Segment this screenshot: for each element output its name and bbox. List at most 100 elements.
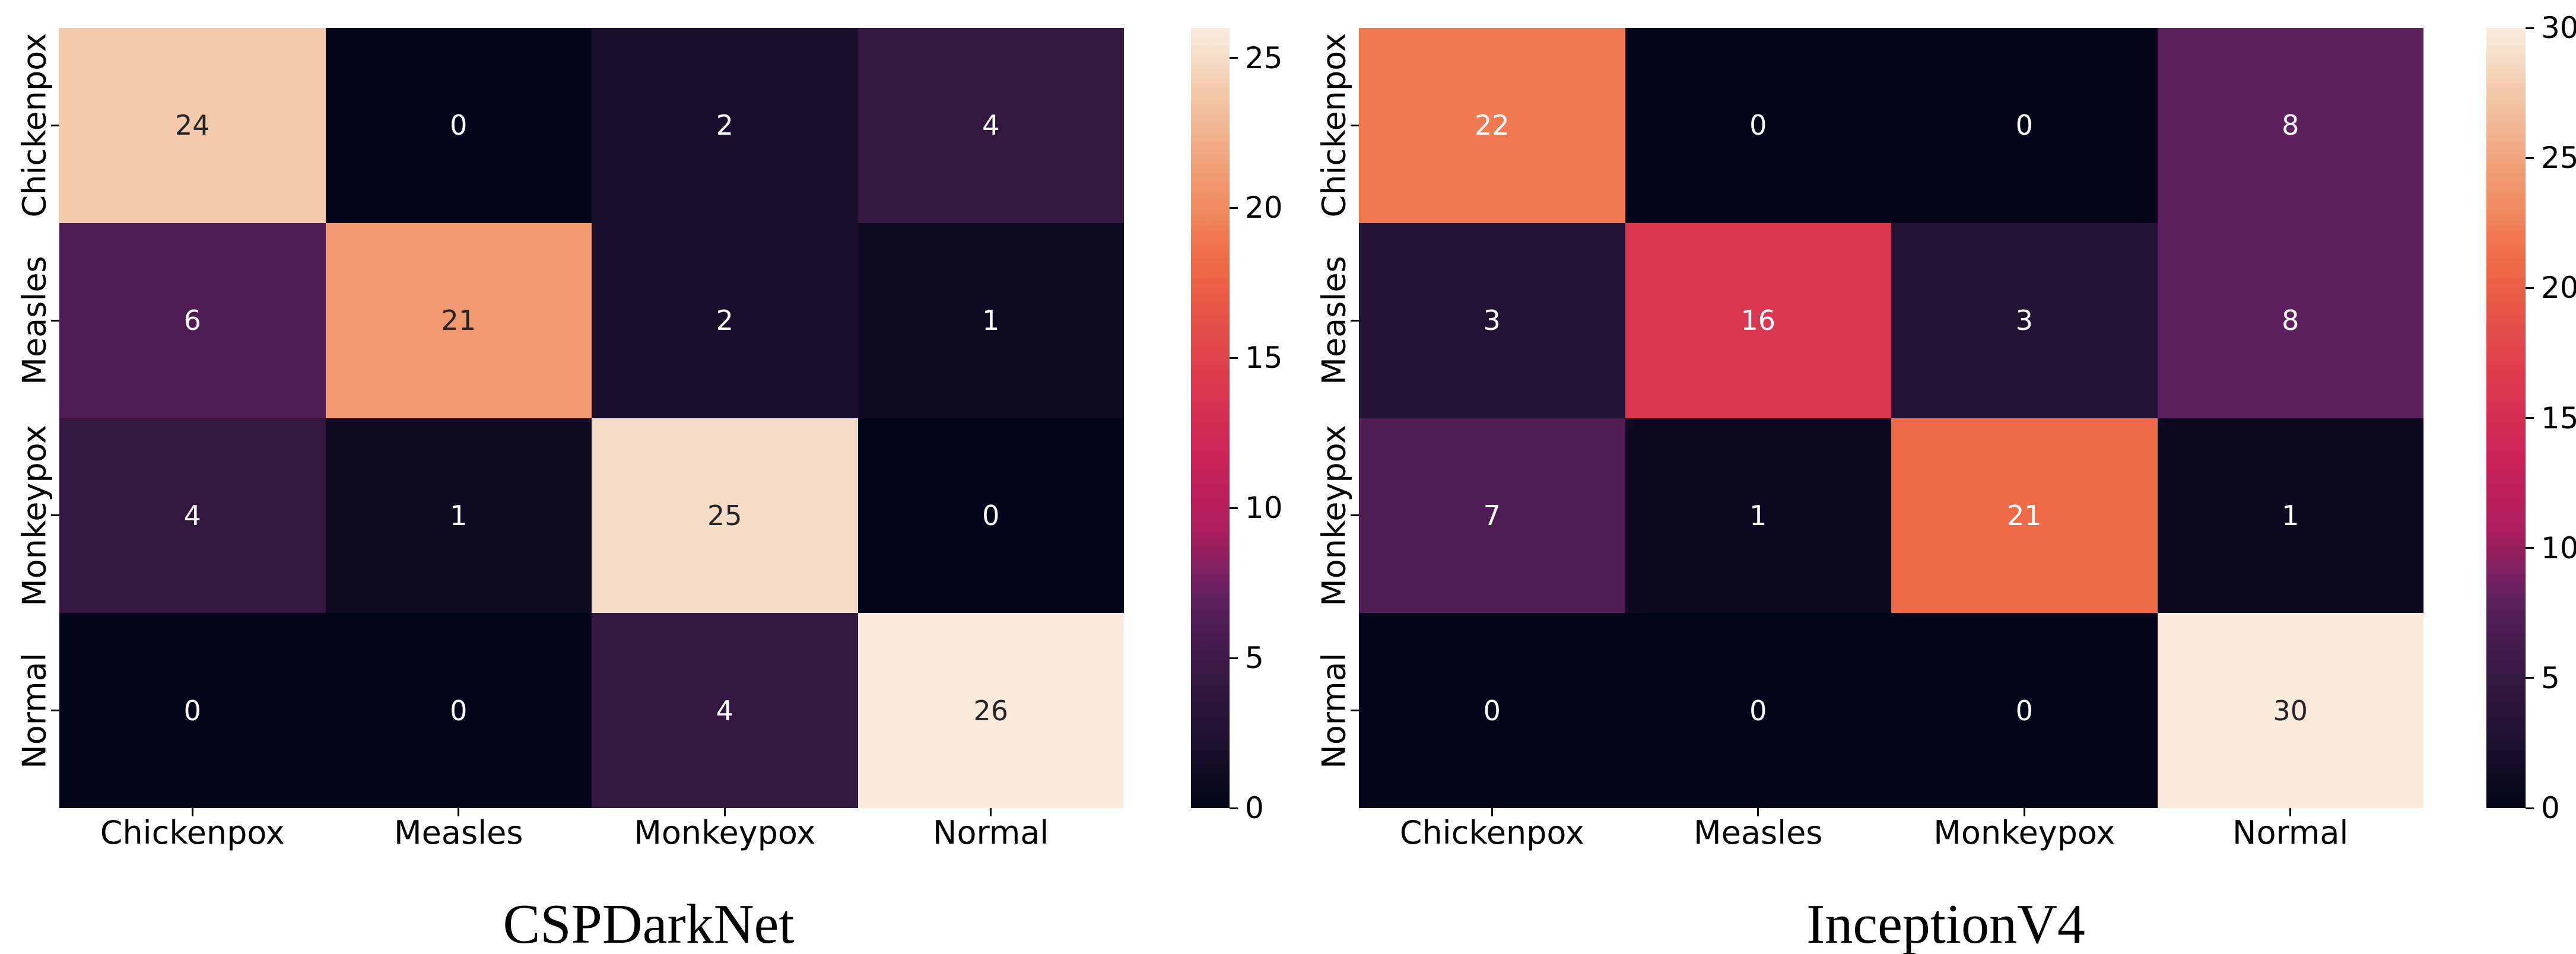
x-axis-label: Chickenpox: [1399, 814, 1584, 851]
cell-value: 25: [707, 499, 742, 532]
cell-value: 0: [2015, 694, 2033, 727]
colorbar-tick: [1230, 357, 1238, 359]
cell-value: 1: [1749, 499, 1767, 532]
colorbar-tick: [2526, 547, 2534, 549]
heatmap-cell: 2: [592, 222, 858, 418]
heatmap-cell: 0: [325, 28, 592, 223]
colorbar-tick: [2526, 157, 2534, 159]
heatmap-cell: 24: [59, 28, 326, 223]
heatmap-cell: 7: [1359, 418, 1625, 613]
colorbar-tick: [2526, 807, 2534, 809]
colorbar-tick: [1230, 657, 1238, 659]
colorbar-tick-label: 5: [2541, 660, 2560, 695]
colorbar-tick-label: 25: [1245, 40, 1283, 75]
cell-value: 1: [450, 499, 468, 532]
colorbar-tick-label: 30: [2541, 11, 2576, 45]
y-axis-tick: [51, 124, 59, 126]
y-axis-label: Normal: [1315, 652, 1353, 769]
cell-value: 24: [174, 109, 210, 142]
cell-value: 2: [716, 109, 733, 142]
colorbar-tick: [1230, 57, 1238, 59]
y-axis-label: Chickenpox: [1315, 33, 1353, 218]
cell-value: 16: [1740, 304, 1776, 337]
cell-value: 0: [450, 109, 468, 142]
cell-value: 26: [973, 694, 1009, 727]
heatmap-cell: 0: [59, 613, 326, 808]
cell-value: 0: [1749, 109, 1767, 142]
heatmap-cell: 6: [59, 222, 326, 418]
cell-value: 0: [982, 499, 1000, 532]
cell-value: 3: [2015, 304, 2033, 337]
heatmap-cell: 4: [59, 418, 326, 613]
y-axis-label: Monkeypox: [15, 424, 53, 606]
x-axis-tick: [2023, 808, 2025, 816]
heatmap-cell: 0: [325, 613, 592, 808]
colorbar-tick: [1230, 807, 1238, 809]
colorbar-tick-label: 10: [2541, 530, 2576, 565]
y-axis-label: Normal: [15, 652, 53, 769]
heatmap-cell: 1: [1625, 418, 1891, 613]
y-axis-tick: [51, 514, 59, 517]
x-axis-tick: [1757, 808, 1759, 816]
cell-value: 30: [2273, 694, 2308, 727]
colorbar-tick-label: 25: [2541, 141, 2576, 176]
colorbar-tick: [1230, 206, 1238, 209]
heatmap-cell: 4: [857, 28, 1124, 223]
heatmap-cell: 1: [2157, 418, 2423, 613]
y-axis-label: Monkeypox: [1315, 424, 1353, 606]
y-axis-tick: [1351, 710, 1359, 712]
colorbar-tick: [2526, 677, 2534, 679]
cell-value: 0: [183, 694, 201, 727]
heatmap-cell: 1: [857, 222, 1124, 418]
heatmap-cell: 0: [1359, 613, 1625, 808]
x-axis-tick: [723, 808, 726, 816]
heatmap-grid: 24 0 2 4 6 21 2 1 4 1 25 0 0 0 4 26: [59, 28, 1124, 808]
colorbar-tick-label: 0: [2541, 791, 2560, 825]
y-axis-tick: [1351, 124, 1359, 126]
heatmap-cell: 4: [592, 613, 858, 808]
cell-value: 22: [1474, 109, 1510, 142]
heatmap-cell: 8: [2157, 222, 2423, 418]
cell-value: 6: [183, 304, 201, 337]
heatmap-cell: 3: [1891, 222, 2158, 418]
colorbar-tick: [2526, 287, 2534, 289]
cell-value: 1: [2282, 499, 2299, 532]
cell-value: 8: [2282, 304, 2299, 337]
y-axis-tick: [1351, 319, 1359, 322]
cell-value: 0: [1749, 694, 1767, 727]
colorbar: [1191, 28, 1230, 808]
cell-value: 1: [982, 304, 1000, 337]
heatmap-cell: 0: [1891, 613, 2158, 808]
y-axis-tick: [1351, 514, 1359, 517]
heatmap-cell: 21: [325, 222, 592, 418]
heatmap-cell: 16: [1625, 222, 1891, 418]
cell-value: 0: [2015, 109, 2033, 142]
cell-value: 2: [716, 304, 733, 337]
colorbar-tick: [1230, 507, 1238, 509]
heatmap-cell: 1: [325, 418, 592, 613]
colorbar-tick-label: 15: [2541, 400, 2576, 435]
heatmap-cell: 22: [1359, 28, 1625, 223]
colorbar-tick: [2526, 27, 2534, 29]
x-axis-label: Normal: [2232, 814, 2349, 851]
heatmap-cell: 0: [1891, 28, 2158, 223]
heatmap-cell: 25: [592, 418, 858, 613]
heatmap-grid: 22 0 0 8 3 16 3 8 7 1 21 1 0 0 0 30: [1359, 28, 2423, 808]
x-axis-label: Normal: [933, 814, 1049, 851]
colorbar-tick-label: 20: [2541, 271, 2576, 306]
cell-value: 8: [2282, 109, 2299, 142]
cell-value: 21: [441, 304, 477, 337]
cell-value: 4: [183, 499, 201, 532]
heatmap-cell: 30: [2157, 613, 2423, 808]
colorbar-tick-label: 0: [1245, 791, 1264, 825]
x-axis-tick: [458, 808, 460, 816]
cell-value: 21: [2006, 499, 2042, 532]
x-axis-label: Measles: [394, 814, 523, 851]
colorbar-tick: [2526, 417, 2534, 419]
cell-value: 3: [1483, 304, 1501, 337]
colorbar: [2486, 28, 2526, 808]
heatmap-cell: 2: [592, 28, 858, 223]
heatmap-cell: 8: [2157, 28, 2423, 223]
